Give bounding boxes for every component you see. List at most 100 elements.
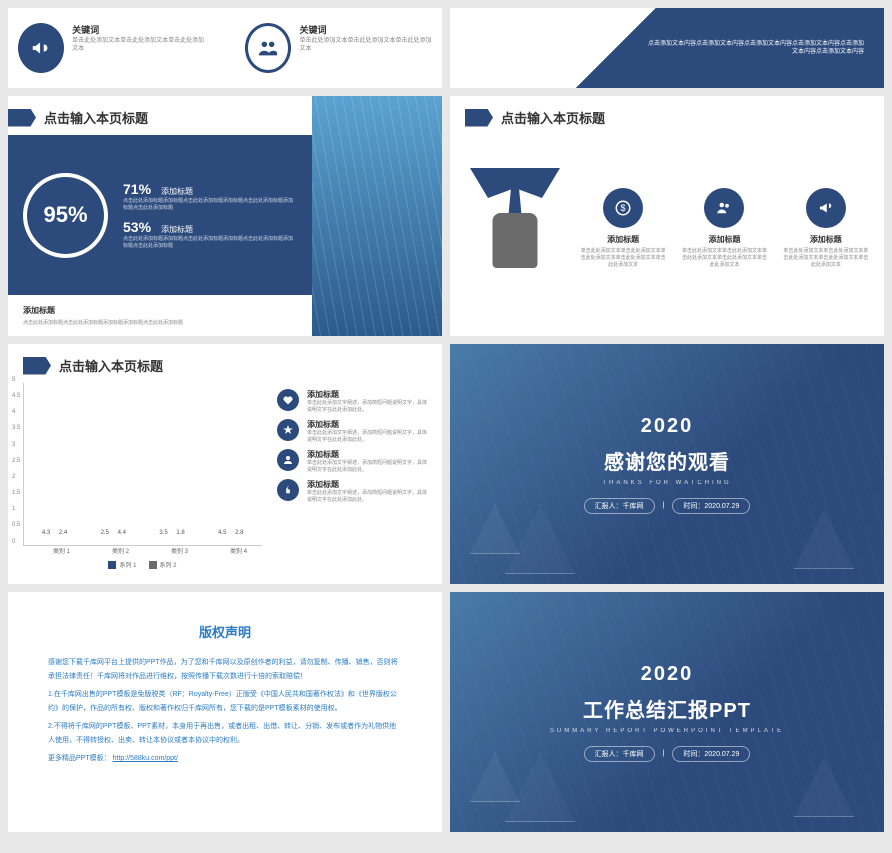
keyword-block: 关键词 单击此处添加文本单击此处添加文本单击此处添加文本: [18, 23, 205, 73]
cover-sub: SUMMARY REPORT POWERPOINT TEMPLATE: [550, 728, 784, 734]
col-desc: 单击此处添加文本单击此处添加文本单击此处添加文本单击此处添加文本单击此处添加文本: [783, 248, 869, 269]
col-label: 添加标题: [681, 234, 767, 245]
legend-desc: 单击此处添加文字阐述，添加简短问题说明文字，具体说明文字在此处添加此处。: [307, 400, 427, 413]
year: 2020: [641, 415, 694, 438]
horn-icon: [806, 188, 846, 228]
keyword-desc: 单击此处添加文本单击此处添加文本单击此处添加文本: [72, 38, 205, 54]
users-icon: [245, 23, 291, 73]
arrow-icon: [23, 357, 51, 375]
keyword-desc: 单击此处添加文本单击此处添加文本单击此处添加文本: [299, 38, 432, 54]
arrow-icon: [8, 109, 36, 127]
x-label: 类别 2: [97, 546, 144, 555]
percent-value: 71%: [123, 181, 151, 197]
slide-title: 点击输入本页标题: [501, 108, 605, 127]
stat-label: 添加标题: [161, 186, 193, 197]
slide-title-bar: 点击输入本页标题: [23, 344, 427, 383]
y-tick: 2: [12, 474, 15, 480]
time: 时间：2020.07.29: [672, 746, 750, 762]
keyword-block: 关键词 单击此处添加文本单击此处添加文本单击此处添加文本: [245, 23, 432, 73]
y-tick: 2.5: [12, 458, 20, 464]
stat-desc: 点击此处添加标题添加标题点击此处添加标题添加标题点击此处添加标题添加标题点击此处…: [123, 197, 297, 211]
legend-desc: 单击此处添加文字阐述，添加简短问题说明文字，具体说明文字在此处添加此处。: [307, 460, 427, 473]
legend-item: 添加标题 单击此处添加文字阐述，添加简短问题说明文字，具体说明文字在此处添加此处…: [277, 479, 427, 503]
money-icon: $: [603, 188, 643, 228]
slide-title-bar: 点击输入本页标题: [8, 96, 312, 135]
y-tick: 3: [12, 442, 15, 448]
copyright-more: 更多精品PPT模板： http://588ku.com/ppt/: [48, 752, 402, 766]
keyword-label: 关键词: [72, 23, 205, 36]
chart-legend: 添加标题 单击此处添加文字阐述，添加简短问题说明文字，具体说明文字在此处添加此处…: [277, 383, 427, 569]
col-label: 添加标题: [783, 234, 869, 245]
slide-tie: 点击输入本页标题 $ 添加标题 单击此处添加文本单击此处添加文本单击此处添加文本…: [450, 96, 884, 336]
y-tick: 1: [12, 506, 15, 512]
legend-desc: 单击此处添加文字阐述，添加简短问题说明文字，具体说明文字在此处添加此处。: [307, 490, 427, 503]
slide-intro-text: 点击添加文本内容点击添加文本内容点击添加文本内容点击添加文本内容点击添加文本内容…: [450, 8, 884, 88]
x-label: 类别 1: [38, 546, 85, 555]
reporter: 汇报人：千库网: [584, 498, 655, 514]
legend-desc: 单击此处添加文字阐述，添加简短问题说明文字，具体说明文字在此处添加此处。: [307, 430, 427, 443]
legend-label: 添加标题: [307, 419, 427, 430]
stat-row: 53% 添加标题 点击此处添加标题添加标题点击此处添加标题添加标题点击此处添加标…: [123, 219, 297, 249]
arrow-icon: [465, 109, 493, 127]
legend-label: 添加标题: [307, 389, 427, 400]
tie-column: $ 添加标题 单击此处添加文本单击此处添加文本单击此处添加文本单击此处添加文本单…: [580, 188, 666, 269]
thanks-title: 感谢您的观看: [604, 446, 730, 475]
divider: |: [663, 502, 665, 509]
y-tick: 5: [12, 377, 15, 383]
big-percent: 95%: [23, 173, 108, 258]
legend-label: 添加标题: [307, 449, 427, 460]
reporter: 汇报人：千库网: [584, 746, 655, 762]
user-icon: [277, 449, 299, 471]
keyword-label: 关键词: [299, 23, 432, 36]
series-legend-item: 系列 2: [149, 560, 177, 569]
stat-desc: 点击此处添加标题添加标题点击此处添加标题添加标题点击此处添加标题添加标题点击此处…: [123, 235, 297, 249]
percent-value: 53%: [123, 219, 151, 235]
footer-text: 添加标题 点击此处添加标题点击此处添加标题添加标题添加标题点击此处添加标题: [8, 295, 312, 336]
intro-text: 点击添加文本内容点击添加文本内容点击添加文本内容点击添加文本内容点击添加文本内容…: [647, 40, 864, 57]
slide-title: 点击输入本页标题: [59, 356, 163, 375]
y-tick: 0.5: [12, 522, 20, 528]
col-desc: 单击此处添加文本单击此处添加文本单击此处添加文本单击此处添加文本单击此处添加文本: [580, 248, 666, 269]
y-tick: 3.5: [12, 425, 20, 431]
heart-icon: [277, 389, 299, 411]
star-icon: [277, 419, 299, 441]
cover-title: 工作总结汇报PPT: [583, 694, 751, 723]
slide-95-percent: 点击输入本页标题 95% 71% 添加标题 点击此处添加标题添加标题点击此处添加…: [8, 96, 442, 336]
legend-label: 添加标题: [307, 479, 427, 490]
copyright-heading: 版权声明: [48, 622, 402, 641]
bar-chart: 00.511.522.533.544.554.32.42.54.43.51.84…: [23, 383, 262, 569]
slide-grid: 关键词 单击此处添加文本单击此处添加文本单击此处添加文本 关键词 单击此处添加文…: [8, 8, 884, 832]
y-tick: 0: [12, 539, 15, 545]
slide-copyright: 版权声明 感谢您下载千库网平台上提供的PPT作品，为了您和千库网以及原创作者的利…: [8, 592, 442, 832]
legend-item: 添加标题 单击此处添加文字阐述，添加简短问题说明文字，具体说明文字在此处添加此处…: [277, 419, 427, 443]
footer-label: 添加标题: [23, 305, 297, 316]
more-link[interactable]: http://588ku.com/ppt/: [113, 755, 178, 762]
svg-text:$: $: [621, 203, 626, 213]
y-tick: 4: [12, 409, 15, 415]
percent-panel: 95% 71% 添加标题 点击此处添加标题添加标题点击此处添加标题添加标题点击此…: [8, 135, 312, 295]
copyright-para: 1.在千库网出售的PPT模板是免版税类（RF：Royalty-Free）正版受《…: [48, 688, 402, 716]
flame-icon: [277, 479, 299, 501]
x-label: 类别 4: [215, 546, 262, 555]
copyright-para: 2.不得将千库网的PPT模板、PPT素材，本身用于再出售，或者出租、出借、转让、…: [48, 720, 402, 748]
building-photo: [312, 96, 442, 336]
slide-thanks: 2020 感谢您的观看 THANKS FOR WATCHING 汇报人：千库网 …: [450, 344, 884, 584]
col-label: 添加标题: [580, 234, 666, 245]
time: 时间：2020.07.29: [672, 498, 750, 514]
copyright-para: 感谢您下载千库网平台上提供的PPT作品，为了您和千库网以及原创作者的利益，请勿复…: [48, 656, 402, 684]
slide-bar-chart: 点击输入本页标题 00.511.522.533.544.554.32.42.54…: [8, 344, 442, 584]
stat-label: 添加标题: [161, 224, 193, 235]
slide-title-bar: 点击输入本页标题: [465, 96, 869, 135]
divider: |: [663, 750, 665, 757]
y-tick: 4.5: [12, 393, 20, 399]
slide-cover: 2020 工作总结汇报PPT SUMMARY REPORT POWERPOINT…: [450, 592, 884, 832]
tie-column: 添加标题 单击此处添加文本单击此处添加文本单击此处添加文本单击此处添加文本单击此…: [681, 188, 767, 269]
x-label: 类别 3: [156, 546, 203, 555]
legend-item: 添加标题 单击此处添加文字阐述，添加简短问题说明文字，具体说明文字在此处添加此处…: [277, 449, 427, 473]
year: 2020: [641, 663, 694, 686]
legend-item: 添加标题 单击此处添加文字阐述，添加简短问题说明文字，具体说明文字在此处添加此处…: [277, 389, 427, 413]
megaphone-icon: [18, 23, 64, 73]
footer-desc: 点击此处添加标题点击此处添加标题添加标题添加标题点击此处添加标题: [23, 319, 297, 326]
y-tick: 1.5: [12, 490, 20, 496]
users-icon: [704, 188, 744, 228]
